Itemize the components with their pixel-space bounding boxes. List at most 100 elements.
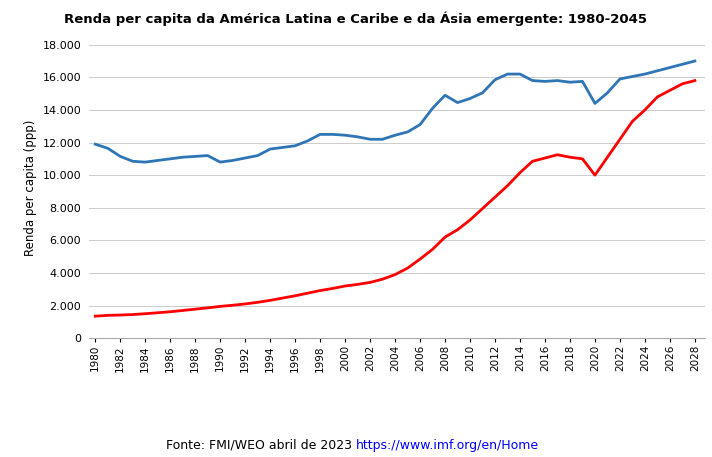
ALC — [466, 96, 474, 101]
Ásia emergente — [103, 313, 112, 318]
ALC — [366, 137, 375, 142]
Ásia emergente — [540, 155, 549, 161]
ALC — [616, 76, 624, 82]
Ásia emergente — [229, 303, 237, 308]
Ásia emergente — [466, 217, 474, 223]
Ásia emergente — [204, 305, 212, 311]
Ásia emergente — [429, 247, 437, 252]
Ásia emergente — [566, 154, 575, 160]
ALC — [666, 65, 674, 70]
Ásia emergente — [291, 293, 300, 298]
ALC — [191, 154, 199, 159]
ALC — [328, 132, 337, 137]
Ásia emergente — [179, 308, 187, 313]
Ásia emergente — [478, 206, 487, 211]
Ásia emergente — [515, 170, 524, 175]
ALC — [316, 132, 325, 137]
Ásia emergente — [503, 183, 512, 188]
Line: Ásia emergente: Ásia emergente — [95, 80, 695, 316]
ALC — [141, 159, 150, 165]
Ásia emergente — [403, 266, 412, 271]
Ásia emergente — [141, 311, 150, 316]
Ásia emergente — [616, 137, 624, 142]
ALC — [653, 68, 661, 74]
Text: Renda per capita da América Latina e Caribe e da Ásia emergente: 1980-2045: Renda per capita da América Latina e Car… — [65, 11, 647, 26]
ALC — [678, 62, 686, 67]
Ásia emergente — [578, 156, 587, 162]
Ásia emergente — [191, 306, 199, 312]
ALC — [166, 156, 174, 162]
ALC — [566, 80, 575, 85]
Ásia emergente — [603, 154, 612, 160]
ALC — [391, 133, 399, 138]
Text: Fonte: FMI/WEO abril de 2023: Fonte: FMI/WEO abril de 2023 — [166, 439, 356, 452]
ALC — [154, 158, 162, 163]
ALC — [291, 143, 300, 149]
Ásia emergente — [591, 172, 600, 178]
ALC — [353, 134, 362, 139]
ALC — [403, 129, 412, 135]
Ásia emergente — [341, 283, 350, 289]
Ásia emergente — [116, 312, 125, 318]
ALC — [491, 77, 499, 83]
ALC — [515, 71, 524, 77]
ALC — [91, 141, 100, 147]
ALC — [229, 158, 237, 163]
Ásia emergente — [328, 286, 337, 291]
Ásia emergente — [441, 234, 449, 240]
Ásia emergente — [166, 309, 174, 314]
Ásia emergente — [216, 303, 224, 309]
ALC — [441, 92, 449, 98]
Ásia emergente — [691, 78, 699, 83]
ALC — [578, 79, 587, 84]
ALC — [241, 155, 249, 161]
ALC — [253, 153, 262, 158]
ALC — [591, 101, 600, 106]
Ásia emergente — [303, 291, 312, 296]
ALC — [503, 71, 512, 77]
ALC — [691, 58, 699, 64]
ALC — [454, 100, 462, 105]
Line: ALC: ALC — [95, 61, 695, 162]
ALC — [429, 106, 437, 111]
Ásia emergente — [416, 256, 424, 262]
Ásia emergente — [241, 301, 249, 307]
ALC — [540, 79, 549, 84]
Ásia emergente — [278, 295, 287, 301]
Ásia emergente — [154, 310, 162, 315]
Ásia emergente — [628, 119, 637, 124]
Ásia emergente — [454, 227, 462, 233]
Ásia emergente — [491, 194, 499, 200]
Ásia emergente — [666, 88, 674, 93]
Ásia emergente — [366, 280, 375, 285]
Ásia emergente — [528, 159, 537, 164]
ALC — [278, 145, 287, 150]
Ásia emergente — [378, 276, 387, 282]
Y-axis label: Renda per capita (ppp): Renda per capita (ppp) — [24, 119, 37, 255]
Ásia emergente — [266, 298, 274, 303]
ALC — [341, 133, 350, 138]
Ásia emergente — [641, 107, 649, 113]
ALC — [179, 154, 187, 160]
Ásia emergente — [653, 94, 661, 100]
ALC — [528, 78, 537, 83]
Ásia emergente — [91, 314, 100, 319]
Ásia emergente — [391, 272, 399, 277]
ALC — [266, 146, 274, 152]
ALC — [553, 78, 562, 83]
Ásia emergente — [678, 81, 686, 86]
Ásia emergente — [353, 282, 362, 287]
ALC — [478, 90, 487, 96]
ALC — [103, 145, 112, 151]
Ásia emergente — [316, 288, 325, 293]
ALC — [216, 159, 224, 165]
ALC — [116, 154, 125, 159]
ALC — [378, 137, 387, 142]
Ásia emergente — [253, 300, 262, 305]
ALC — [628, 74, 637, 79]
ALC — [204, 153, 212, 158]
Text: https://www.imf.org/en/Home: https://www.imf.org/en/Home — [356, 439, 539, 452]
Ásia emergente — [128, 312, 137, 317]
ALC — [641, 71, 649, 77]
ALC — [128, 159, 137, 164]
